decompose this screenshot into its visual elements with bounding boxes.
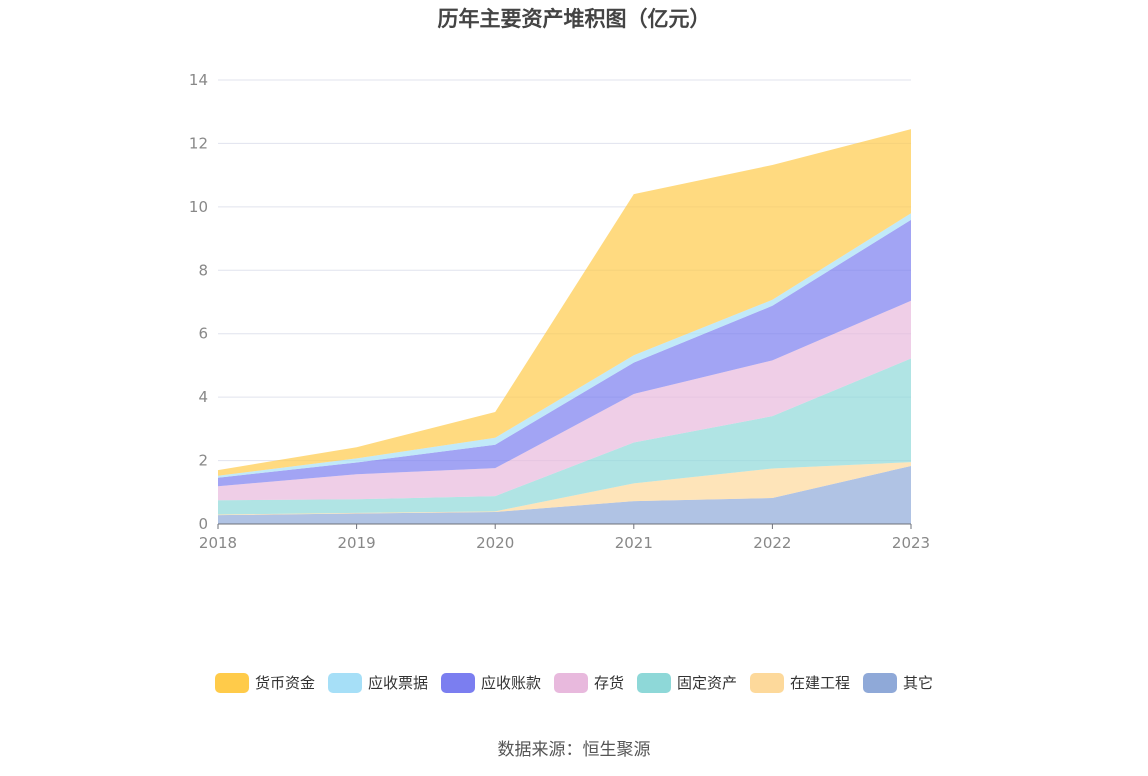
legend-item-6[interactable]: 在建工程 (750, 672, 850, 693)
legend: 货币资金 应收票据 应收账款 存货 固定资产 在建工程 其它 (0, 672, 1148, 693)
legend-swatch (440, 672, 475, 693)
x-tick-label-2018: 2018 (199, 534, 237, 552)
legend-swatch (553, 672, 588, 693)
legend-label: 应收账款 (480, 674, 541, 692)
legend-swatch (214, 672, 249, 693)
legend-label: 存货 (593, 674, 624, 692)
x-tick-label-2023: 2023 (892, 534, 930, 552)
x-tick-label-2019: 2019 (338, 534, 376, 552)
y-tick-label-8: 8 (198, 261, 208, 279)
area-series-5 (218, 219, 911, 487)
y-tick-label-10: 10 (189, 198, 208, 216)
x-tick-label-2021: 2021 (615, 534, 653, 552)
legend-swatch (327, 672, 362, 693)
stacked-areas (218, 129, 911, 524)
legend-item-2[interactable]: 应收票据 (327, 672, 428, 693)
area-series-2 (218, 462, 911, 516)
x-tick-label-2022: 2022 (753, 534, 791, 552)
y-tick-label-2: 2 (198, 452, 208, 470)
axes: 0 2 4 6 8 10 12 14 2018 2019 2020 2021 2022 2023 (189, 71, 930, 552)
y-tick-label-4: 4 (198, 388, 208, 406)
y-tick-label-14: 14 (189, 71, 208, 89)
area-series-3 (218, 358, 911, 515)
legend-swatch (637, 672, 671, 693)
legend-item-4[interactable]: 存货 (553, 672, 624, 693)
legend-label: 其它 (903, 674, 934, 692)
chart-title: 历年主要资产堆积图（亿元） (437, 7, 711, 31)
legend-swatch (863, 672, 898, 693)
legend-item-3[interactable]: 应收账款 (440, 672, 541, 693)
area-series-7 (218, 129, 911, 476)
legend-label: 货币资金 (254, 674, 315, 692)
legend-item-1[interactable]: 货币资金 (214, 672, 315, 693)
legend-swatch (750, 672, 785, 693)
source-note: 数据来源：恒生聚源 (497, 740, 651, 760)
y-tick-label-0: 0 (198, 515, 208, 533)
legend-item-7[interactable]: 其它 (863, 672, 933, 693)
legend-label: 在建工程 (790, 674, 851, 692)
y-tick-label-12: 12 (189, 134, 208, 152)
area-series-4 (218, 300, 911, 501)
x-tick-label-2020: 2020 (476, 534, 514, 552)
legend-label: 应收票据 (367, 674, 428, 692)
area-series-1 (218, 465, 911, 524)
legend-item-5[interactable]: 固定资产 (637, 672, 737, 693)
y-tick-label-6: 6 (198, 325, 208, 343)
legend-label: 固定资产 (677, 674, 738, 692)
